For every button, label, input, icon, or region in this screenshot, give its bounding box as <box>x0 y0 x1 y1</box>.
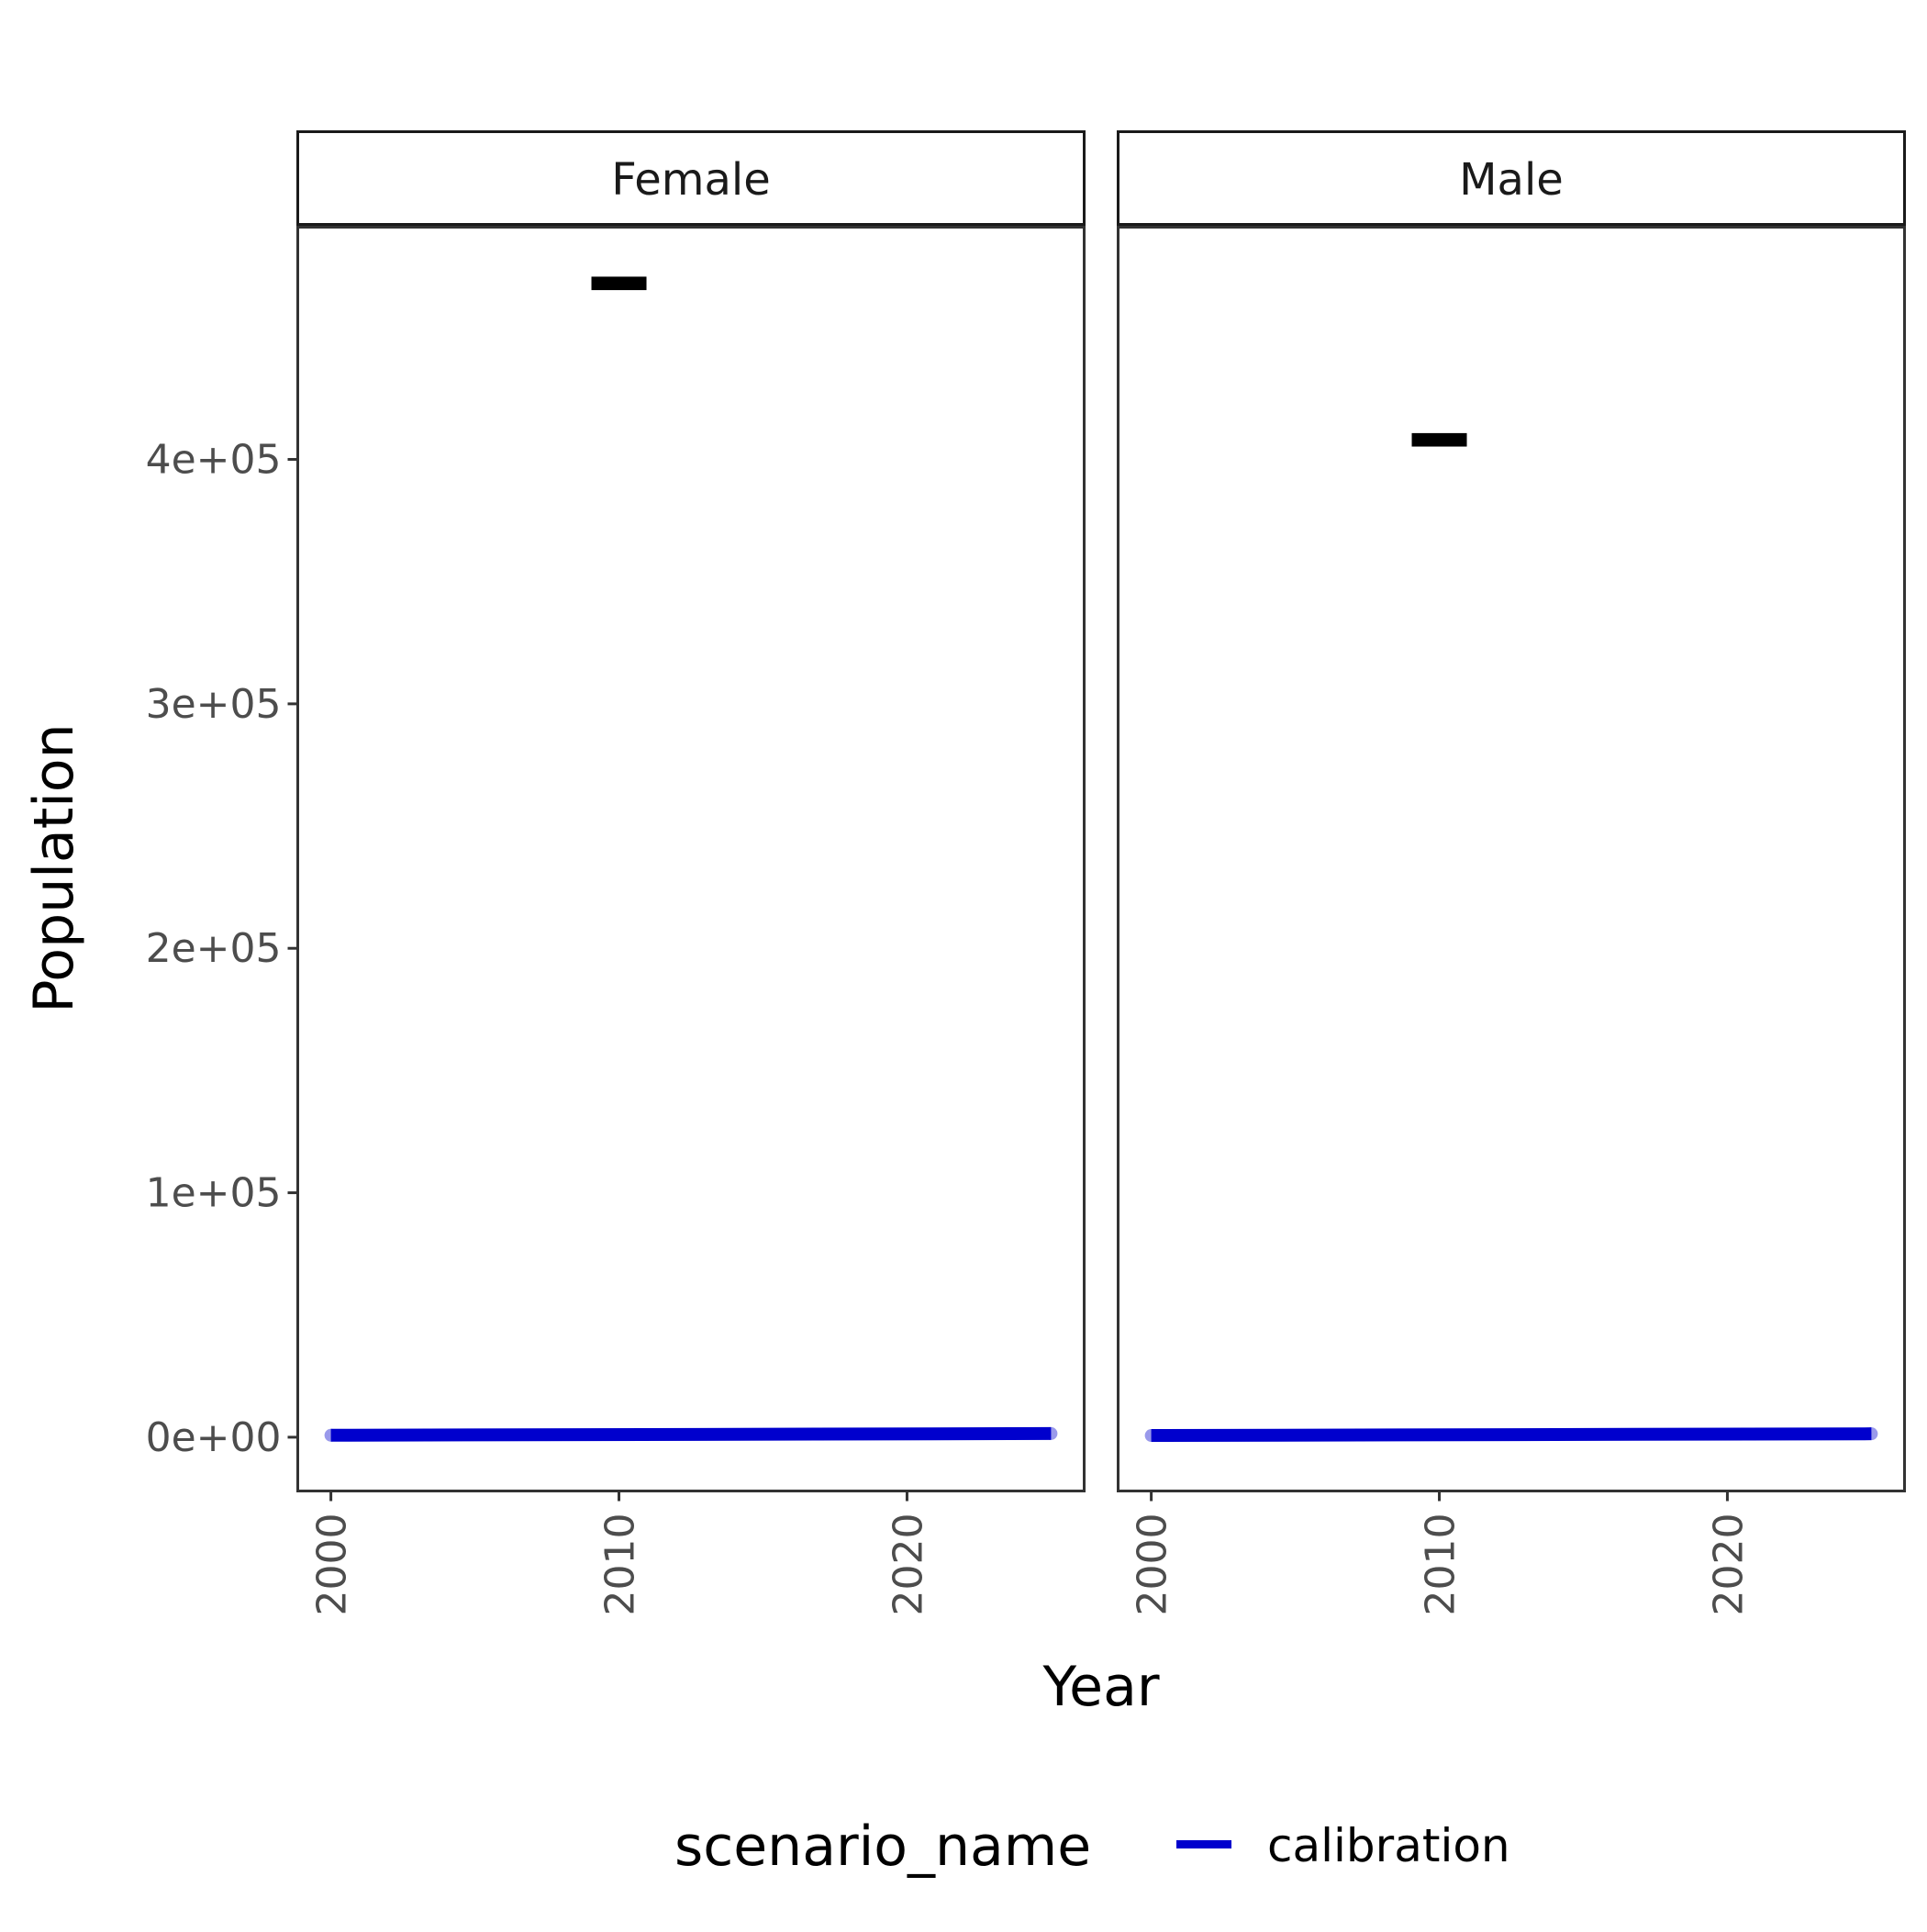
panel-border-male <box>1117 226 1906 1492</box>
series-point-calibration-male-1 <box>1865 1427 1878 1441</box>
y-axis-title: Population <box>22 723 86 1012</box>
x-tick-label-female-1: 2010 <box>597 1513 644 1616</box>
legend-title: scenario_name <box>674 1815 1091 1879</box>
y-tick-label-4: 4e+05 <box>146 437 282 484</box>
series-point-calibration-male-0 <box>1144 1429 1158 1443</box>
y-tick-label-1: 1e+05 <box>146 1170 282 1217</box>
strip-female <box>296 130 1086 226</box>
strip-label-female: Female <box>611 154 771 206</box>
x-axis-title: Year <box>1041 1655 1159 1719</box>
legend-label-calibration: calibration <box>1267 1819 1510 1872</box>
panel-border-female <box>296 226 1086 1492</box>
y-tick-label-2: 2e+05 <box>146 925 282 972</box>
x-tick-label-male-1: 2010 <box>1418 1513 1465 1616</box>
y-tick-label-0: 0e+00 <box>146 1414 282 1461</box>
x-tick-label-female-0: 2000 <box>309 1513 356 1616</box>
y-tick-label-3: 3e+05 <box>146 681 282 728</box>
y-axis: 0e+00 1e+05 2e+05 3e+05 4e+05 <box>146 437 298 1461</box>
x-tick-label-male-0: 2000 <box>1130 1513 1176 1616</box>
series-point-calibration-female-1 <box>1044 1426 1058 1440</box>
legend: scenario_name calibration <box>674 1815 1510 1879</box>
series-line-calibration-male <box>1151 1427 1872 1443</box>
strip-label-male: Male <box>1459 154 1564 206</box>
observed-point-female <box>613 277 625 289</box>
strip-male <box>1117 130 1906 226</box>
x-tick-label-male-2: 2020 <box>1705 1513 1752 1616</box>
legend-key-calibration <box>1176 1840 1231 1848</box>
series-line-calibration-female <box>330 1426 1052 1442</box>
panel-male: Male 2000 2010 2020 <box>1117 130 1906 1616</box>
panel-female: Female 2000 2010 2020 <box>296 130 1086 1616</box>
x-tick-label-female-2: 2020 <box>885 1513 931 1616</box>
series-point-calibration-female-0 <box>324 1428 338 1442</box>
observed-point-male <box>1433 434 1445 446</box>
